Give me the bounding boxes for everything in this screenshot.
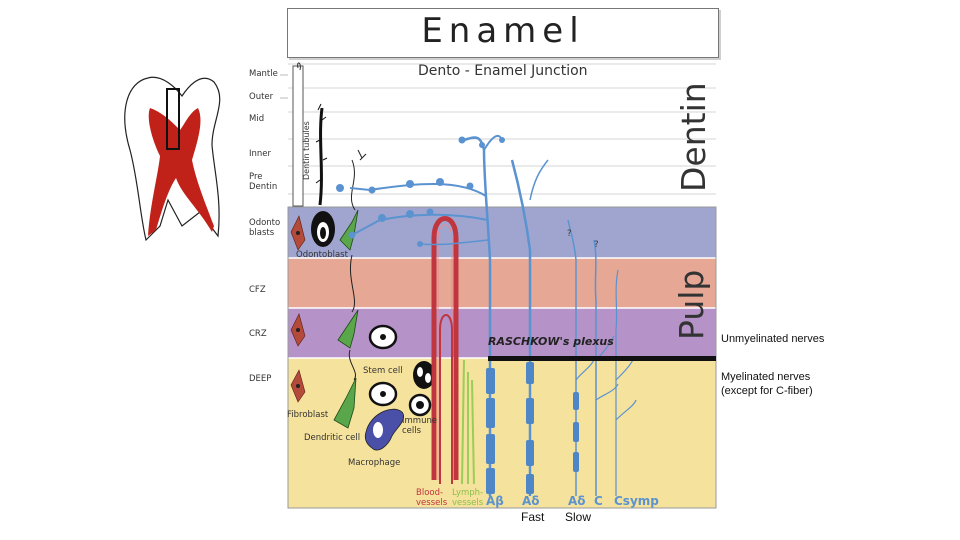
cfz-band xyxy=(288,258,716,308)
dentin-tubules-label: Dentin tubules xyxy=(302,121,311,180)
macrophage-cell xyxy=(364,408,404,451)
macrophage-label: Macrophage xyxy=(348,458,401,468)
deep-band xyxy=(288,358,716,508)
lymph-vessels-label: Lymph-vessels xyxy=(452,488,484,508)
question-mark-2: ? xyxy=(594,240,599,250)
enamel-title: Enamel xyxy=(421,11,585,51)
layer-label-crz: CRZ xyxy=(249,329,267,339)
fiber-type-adelta-2: Aδ xyxy=(568,494,586,508)
odontoblast-process xyxy=(318,107,324,206)
unmyelinated-caption: Unmyelinated nerves xyxy=(721,333,825,345)
enamel-header: Enamel xyxy=(287,8,719,58)
layer-label-odontoblasts: Odonto blasts xyxy=(249,218,281,238)
layer-label-deep: DEEP xyxy=(249,374,272,384)
fiber-type-csymp: Csymp xyxy=(614,494,659,508)
junction-label: Dento - Enamel Junction xyxy=(418,63,588,79)
tooth-icon xyxy=(124,76,221,242)
question-mark-1: ? xyxy=(567,229,572,239)
immune-cells-label: Immune cells xyxy=(402,416,438,436)
fiber-type-abeta: Aβ xyxy=(486,494,504,508)
myelinated-caption-line2: (except for C-fiber) xyxy=(721,385,813,397)
blood-vessel-loop xyxy=(431,216,459,480)
nerve-endings xyxy=(336,136,505,247)
stem-cell-label: Stem cell xyxy=(363,366,403,376)
odontoblast-label: Odontoblast xyxy=(296,250,348,260)
fiber-type-c: C xyxy=(594,494,603,508)
dentin-region-label: Dentin xyxy=(674,82,713,192)
layer-label-outer: Outer xyxy=(249,92,274,102)
myelinated-caption-line1: Myelinated nerves xyxy=(721,371,811,383)
slow-caption: Slow xyxy=(565,510,592,524)
layer-label-mid: Mid xyxy=(249,114,265,124)
odontoblast-band xyxy=(288,207,716,258)
immune-cell-icons xyxy=(408,361,435,417)
layer-label-cfz: CFZ xyxy=(249,285,266,295)
raschkow-plexus-label: RASCHKOW's plexus xyxy=(488,335,614,348)
layer-label-mantle: Mantle xyxy=(249,69,278,79)
myelin-segments xyxy=(486,362,579,494)
fibroblast-label: Fibroblast xyxy=(287,410,329,420)
dendritic-cells xyxy=(333,209,359,429)
stem-cells xyxy=(368,324,398,407)
layer-label-predentin: Pre Dentin xyxy=(249,172,278,192)
fiber-type-adelta: Aδ xyxy=(522,494,540,508)
dendritic-cell-label: Dendritic cell xyxy=(304,433,361,443)
lymph-vessels xyxy=(461,359,475,485)
fast-caption: Fast xyxy=(521,510,545,524)
crz-band xyxy=(288,308,716,358)
blood-vessels-label: Blood-vessels xyxy=(416,488,448,508)
plexus-bar xyxy=(488,356,716,361)
dentin-layer-lines xyxy=(288,63,716,195)
pulp-region-label: Pulp xyxy=(672,269,711,340)
layer-label-inner: Inner xyxy=(249,149,272,159)
